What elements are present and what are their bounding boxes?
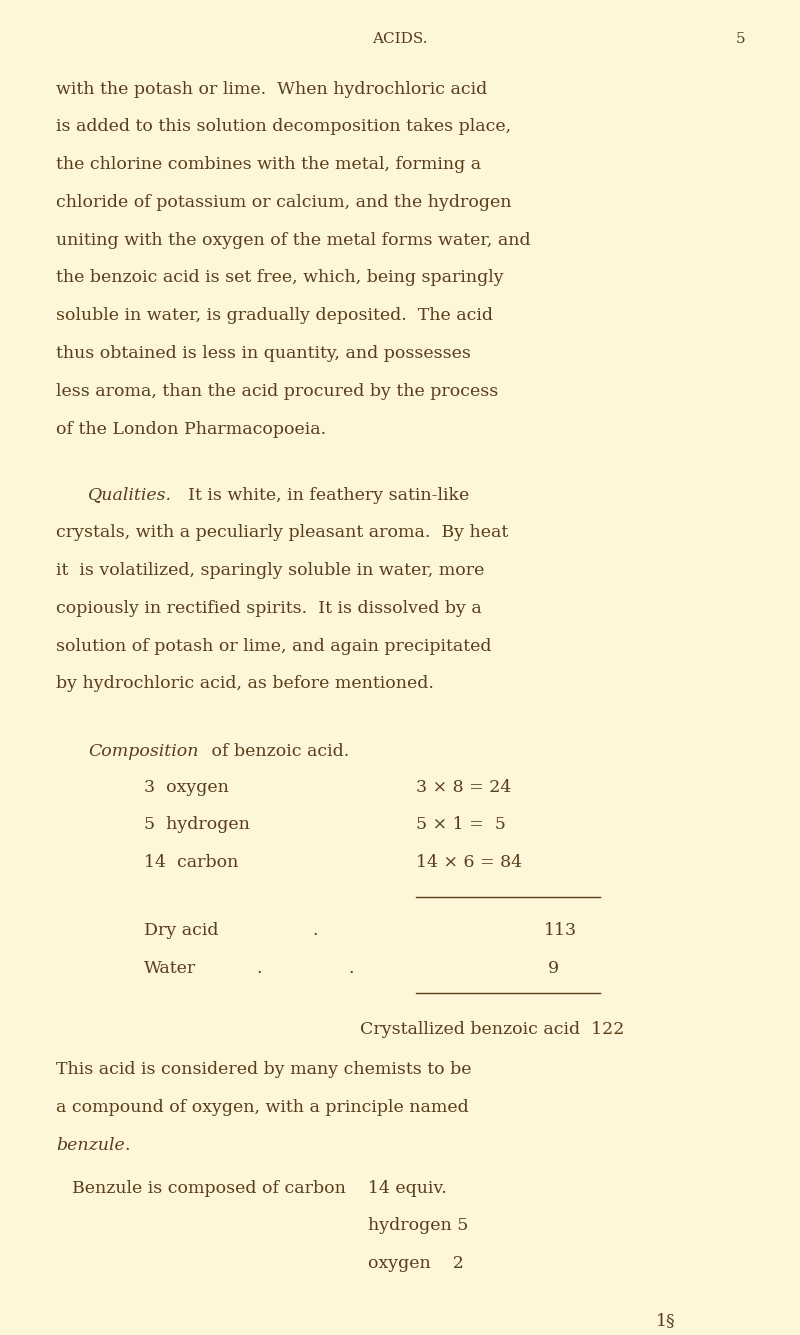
Text: hydrogen 5: hydrogen 5 [368, 1218, 468, 1235]
Text: It is white, in feathery satin-like: It is white, in feathery satin-like [188, 486, 470, 503]
Text: uniting with the oxygen of the metal forms water, and: uniting with the oxygen of the metal for… [56, 232, 530, 248]
Text: less aroma, than the acid procured by the process: less aroma, than the acid procured by th… [56, 383, 498, 399]
Text: Benzule is composed of carbon    14 equiv.: Benzule is composed of carbon 14 equiv. [72, 1180, 446, 1196]
Text: of benzoic acid.: of benzoic acid. [206, 744, 350, 761]
Text: .: . [312, 922, 318, 940]
Text: 5 × 1 =  5: 5 × 1 = 5 [416, 817, 506, 833]
Text: 9: 9 [548, 960, 559, 977]
Text: Crystallized benzoic acid  122: Crystallized benzoic acid 122 [360, 1021, 624, 1037]
Text: Qualities.: Qualities. [88, 486, 172, 503]
Text: This acid is considered by many chemists to be: This acid is considered by many chemists… [56, 1061, 471, 1079]
Text: 113: 113 [544, 922, 577, 940]
Text: .: . [256, 960, 262, 977]
Text: a compound of oxygen, with a principle named: a compound of oxygen, with a principle n… [56, 1099, 469, 1116]
Text: chloride of potassium or calcium, and the hydrogen: chloride of potassium or calcium, and th… [56, 194, 511, 211]
Text: 3 × 8 = 24: 3 × 8 = 24 [416, 778, 511, 796]
Text: it  is volatilized, sparingly soluble in water, more: it is volatilized, sparingly soluble in … [56, 562, 484, 579]
Text: by hydrochloric acid, as before mentioned.: by hydrochloric acid, as before mentione… [56, 676, 434, 693]
Text: the chlorine combines with the metal, forming a: the chlorine combines with the metal, fo… [56, 156, 481, 174]
Text: thus obtained is less in quantity, and possesses: thus obtained is less in quantity, and p… [56, 344, 471, 362]
Text: crystals, with a peculiarly pleasant aroma.  By heat: crystals, with a peculiarly pleasant aro… [56, 525, 508, 541]
Text: is added to this solution decomposition takes place,: is added to this solution decomposition … [56, 119, 511, 135]
Text: 5: 5 [736, 32, 746, 47]
Text: 5  hydrogen: 5 hydrogen [144, 817, 250, 833]
Text: the benzoic acid is set free, which, being sparingly: the benzoic acid is set free, which, bei… [56, 270, 504, 287]
Text: ACIDS.: ACIDS. [372, 32, 428, 47]
Text: Composition: Composition [88, 744, 198, 761]
Text: solution of potash or lime, and again precipitated: solution of potash or lime, and again pr… [56, 638, 491, 654]
Text: .: . [124, 1136, 130, 1153]
Text: 1§: 1§ [656, 1312, 676, 1328]
Text: benzule: benzule [56, 1136, 125, 1153]
Text: with the potash or lime.  When hydrochloric acid: with the potash or lime. When hydrochlor… [56, 80, 487, 97]
Text: Water: Water [144, 960, 196, 977]
Text: 14  carbon: 14 carbon [144, 854, 238, 872]
Text: oxygen    2: oxygen 2 [368, 1255, 464, 1272]
Text: 3  oxygen: 3 oxygen [144, 778, 229, 796]
Text: copiously in rectified spirits.  It is dissolved by a: copiously in rectified spirits. It is di… [56, 599, 482, 617]
Text: soluble in water, is gradually deposited.  The acid: soluble in water, is gradually deposited… [56, 307, 493, 324]
Text: of the London Pharmacopoeia.: of the London Pharmacopoeia. [56, 421, 326, 438]
Text: 14 × 6 = 84: 14 × 6 = 84 [416, 854, 522, 872]
Text: .: . [348, 960, 354, 977]
Text: Dry acid: Dry acid [144, 922, 218, 940]
